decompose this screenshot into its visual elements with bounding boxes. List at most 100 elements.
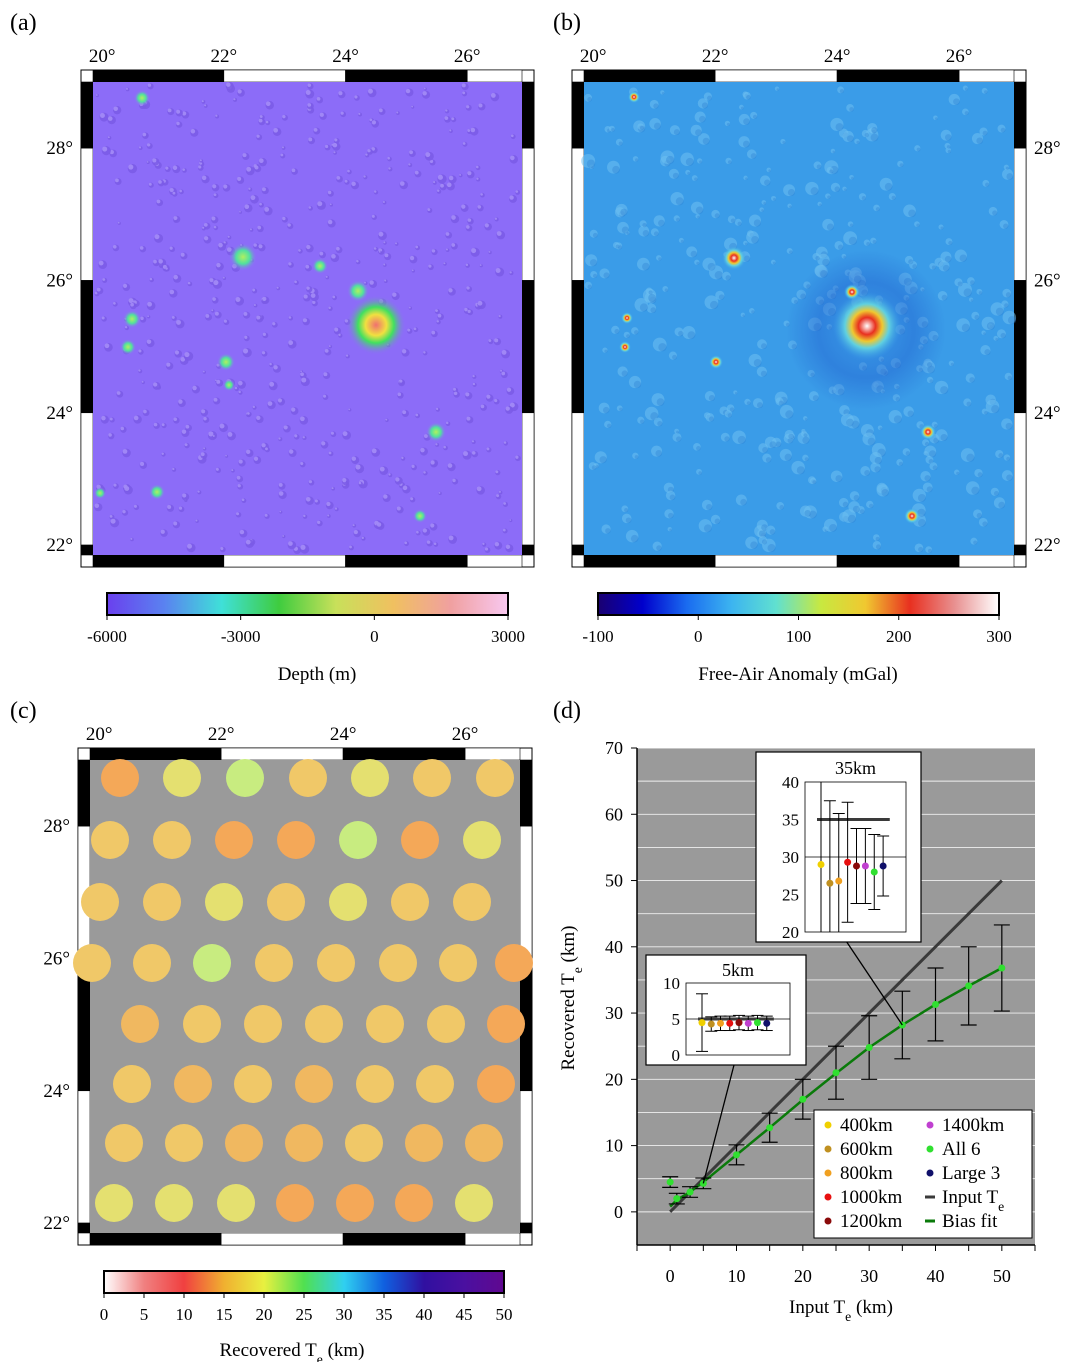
seamount-highlight [369, 118, 373, 122]
te-estimate-disc [495, 944, 533, 982]
gravity-shadow [767, 544, 776, 553]
gravity-shadow [658, 257, 662, 261]
gravity-shadow [995, 307, 1004, 316]
frame-tick-segment [342, 747, 466, 761]
seamount-highlight [197, 490, 200, 493]
gravity-shadow [706, 503, 713, 511]
seamount-highlight [176, 121, 180, 126]
frame-tick-segment [836, 554, 960, 568]
gravity-shadow [827, 195, 831, 199]
gravity-shadow [751, 236, 759, 244]
legend-label: 1000km [840, 1187, 903, 1208]
seamount-highlight [291, 407, 296, 412]
gravity-bump [981, 316, 995, 331]
gravity-shadow [905, 451, 911, 456]
gravity-shadow [941, 294, 948, 301]
legend-marker [824, 1217, 832, 1225]
gravity-shadow [676, 217, 680, 222]
gravity-bump [720, 432, 730, 442]
seamount-highlight [122, 449, 128, 454]
gravity-bump [858, 193, 867, 201]
gravity-bump [621, 513, 632, 524]
gravity-shadow [932, 465, 938, 471]
seamount-highlight [371, 147, 376, 151]
seamount-highlight [411, 269, 414, 272]
gravity-shadow [918, 518, 926, 527]
gravity-shadow [929, 379, 934, 384]
seamount-highlight [405, 88, 411, 94]
gravity-shadow [768, 169, 772, 173]
gravity-shadow [751, 310, 755, 314]
seamount-highlight [242, 348, 249, 354]
large-gravity-high [833, 292, 901, 360]
seamount-highlight [245, 539, 251, 545]
gravity-shadow [974, 314, 980, 320]
gravity-bump [993, 335, 999, 341]
legend-marker [824, 1193, 832, 1201]
gravity-shadow [775, 441, 782, 448]
gravity-shadow [839, 89, 844, 94]
legend-marker [824, 1169, 832, 1177]
seamount-highlight [176, 319, 181, 325]
gravity-bump [698, 519, 712, 533]
gravity-shadow [750, 541, 758, 549]
seamount-highlight [253, 243, 257, 247]
seamount-highlight [294, 280, 297, 284]
gravity-shadow [849, 107, 854, 112]
seamount-highlight [195, 519, 198, 522]
te-estimate-disc [226, 759, 264, 797]
gravity-bump [980, 345, 991, 356]
gravity-shadow [607, 423, 612, 428]
seamount-highlight [172, 191, 176, 195]
gravity-bump [722, 271, 731, 281]
frame-tick-segment [521, 280, 535, 414]
seamount-highlight [147, 83, 152, 87]
gravity-shadow [621, 226, 629, 234]
gravity-shadow [589, 259, 598, 267]
inset-point [698, 1019, 706, 1027]
frame-tick-segment [1013, 412, 1027, 546]
seamount-highlight [182, 111, 187, 116]
gravity-shadow [718, 294, 725, 300]
te-estimate-disc [143, 883, 181, 921]
gravity-bump [965, 373, 975, 383]
seamount-highlight [204, 104, 207, 107]
seamount-highlight [436, 320, 439, 323]
inset-title: 5km [722, 960, 754, 980]
gravity-bump [1002, 168, 1014, 180]
inset-point [735, 1019, 743, 1027]
gravity-shadow [942, 264, 950, 272]
inset-y-tick-label: 35 [782, 811, 799, 830]
gravity-shadow [934, 423, 938, 428]
gravity-bump [867, 122, 878, 134]
gravity-shadow [929, 450, 937, 458]
gravity-bump [749, 308, 755, 314]
seamount-highlight [387, 156, 390, 160]
seamount-highlight [171, 315, 175, 319]
seamount-highlight [234, 386, 238, 390]
gravity-bump [938, 224, 944, 230]
gravity-shadow [642, 262, 650, 271]
gravity-shadow [812, 480, 817, 485]
gravity-shadow [761, 209, 764, 212]
seamount-highlight [321, 441, 326, 446]
gravity-bump [703, 92, 712, 101]
gravity-shadow [675, 197, 684, 206]
seamount-highlight [306, 244, 311, 250]
te-estimate-disc [305, 1005, 343, 1043]
seamount-highlight [282, 535, 285, 537]
data-point [686, 1188, 694, 1196]
seamount-highlight [205, 314, 210, 318]
legend: 400km 600km 800km 1000km 1200km 1400km All 6 La… [813, 1109, 1033, 1239]
seamount-highlight [486, 394, 491, 399]
lon-tick-label: 22° [702, 46, 729, 67]
gravity-shadow [985, 182, 990, 187]
seamount-highlight [470, 127, 476, 133]
gravity-bump [738, 136, 750, 148]
seamount-highlight [451, 215, 456, 220]
gravity-bump [897, 160, 904, 168]
gravity-bump [922, 439, 930, 447]
gravity-shadow [696, 261, 700, 265]
gravity-bump [599, 268, 610, 279]
frame-tick-segment [583, 554, 716, 568]
